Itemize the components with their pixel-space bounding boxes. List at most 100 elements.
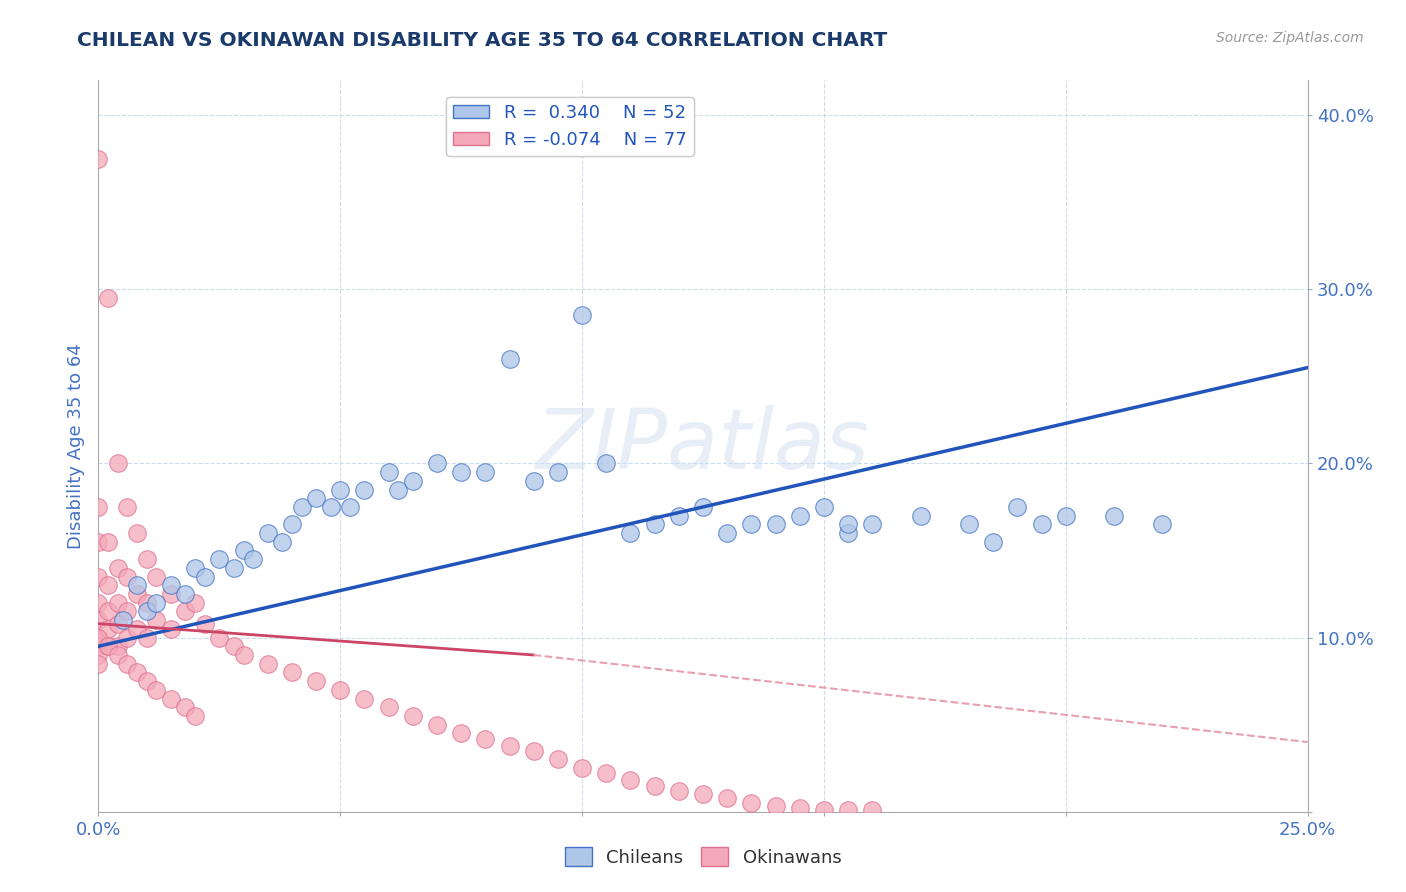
Point <box>135 631 157 645</box>
Point <box>305 491 328 506</box>
Point <box>498 739 520 753</box>
Point <box>837 526 859 541</box>
Point <box>1007 500 1029 514</box>
Point <box>450 465 472 479</box>
Point <box>194 616 217 631</box>
Point <box>232 543 254 558</box>
Point <box>256 526 278 541</box>
Point <box>765 517 787 532</box>
Point <box>117 631 139 645</box>
Point <box>329 483 352 497</box>
Point <box>765 799 787 814</box>
Point <box>111 613 134 627</box>
Point <box>107 640 129 654</box>
Point <box>160 578 183 592</box>
Point <box>426 717 449 731</box>
Point <box>87 152 110 166</box>
Point <box>107 596 129 610</box>
Point <box>232 648 254 662</box>
Text: Source: ZipAtlas.com: Source: ZipAtlas.com <box>1216 31 1364 45</box>
Point <box>97 604 120 618</box>
Point <box>145 613 167 627</box>
Point <box>353 483 375 497</box>
Point <box>135 674 157 689</box>
Point <box>117 569 139 583</box>
Point <box>97 291 120 305</box>
Point <box>87 596 110 610</box>
Point <box>242 552 264 566</box>
Point <box>97 640 120 654</box>
Point <box>644 779 666 793</box>
Point <box>402 474 425 488</box>
Point <box>668 508 690 523</box>
Point <box>174 700 197 714</box>
Point <box>377 700 399 714</box>
Y-axis label: Disability Age 35 to 64: Disability Age 35 to 64 <box>66 343 84 549</box>
Point <box>619 773 641 788</box>
Point <box>145 596 167 610</box>
Point <box>619 526 641 541</box>
Point <box>127 622 149 636</box>
Text: CHILEAN VS OKINAWAN DISABILITY AGE 35 TO 64 CORRELATION CHART: CHILEAN VS OKINAWAN DISABILITY AGE 35 TO… <box>77 31 887 50</box>
Point <box>305 674 328 689</box>
Point <box>1102 508 1125 523</box>
Point <box>174 587 197 601</box>
Point <box>402 709 425 723</box>
Point <box>87 534 110 549</box>
Point <box>595 457 617 471</box>
Point <box>87 648 110 662</box>
Point <box>87 640 110 654</box>
Point <box>160 622 183 636</box>
Legend: Chileans, Okinawans: Chileans, Okinawans <box>557 840 849 874</box>
Point <box>208 552 231 566</box>
Point <box>290 500 312 514</box>
Point <box>271 534 294 549</box>
Point <box>145 569 167 583</box>
Point <box>160 691 183 706</box>
Point <box>474 731 496 746</box>
Point <box>668 784 690 798</box>
Point <box>107 648 129 662</box>
Point <box>87 631 110 645</box>
Point <box>692 500 714 514</box>
Point <box>353 691 375 706</box>
Point <box>329 682 352 697</box>
Point <box>87 569 110 583</box>
Point <box>789 508 811 523</box>
Point <box>860 517 883 532</box>
Point <box>595 766 617 780</box>
Point <box>135 596 157 610</box>
Point <box>957 517 980 532</box>
Point <box>319 500 342 514</box>
Point <box>644 517 666 532</box>
Point <box>571 309 593 323</box>
Point <box>281 665 304 680</box>
Point <box>87 657 110 671</box>
Point <box>1054 508 1077 523</box>
Point <box>97 578 120 592</box>
Point <box>107 561 129 575</box>
Point <box>256 657 278 671</box>
Point <box>498 351 520 366</box>
Point <box>97 534 120 549</box>
Point <box>1031 517 1053 532</box>
Point <box>222 640 245 654</box>
Point <box>716 790 738 805</box>
Point <box>1152 517 1174 532</box>
Point <box>174 604 197 618</box>
Point <box>910 508 932 523</box>
Point <box>87 613 110 627</box>
Point <box>107 457 129 471</box>
Point <box>117 500 139 514</box>
Point <box>127 526 149 541</box>
Point <box>571 761 593 775</box>
Point <box>97 640 120 654</box>
Point <box>127 665 149 680</box>
Point <box>135 604 157 618</box>
Point <box>426 457 449 471</box>
Point <box>547 752 569 766</box>
Point <box>281 517 304 532</box>
Point <box>184 709 207 723</box>
Point <box>523 744 546 758</box>
Point <box>117 604 139 618</box>
